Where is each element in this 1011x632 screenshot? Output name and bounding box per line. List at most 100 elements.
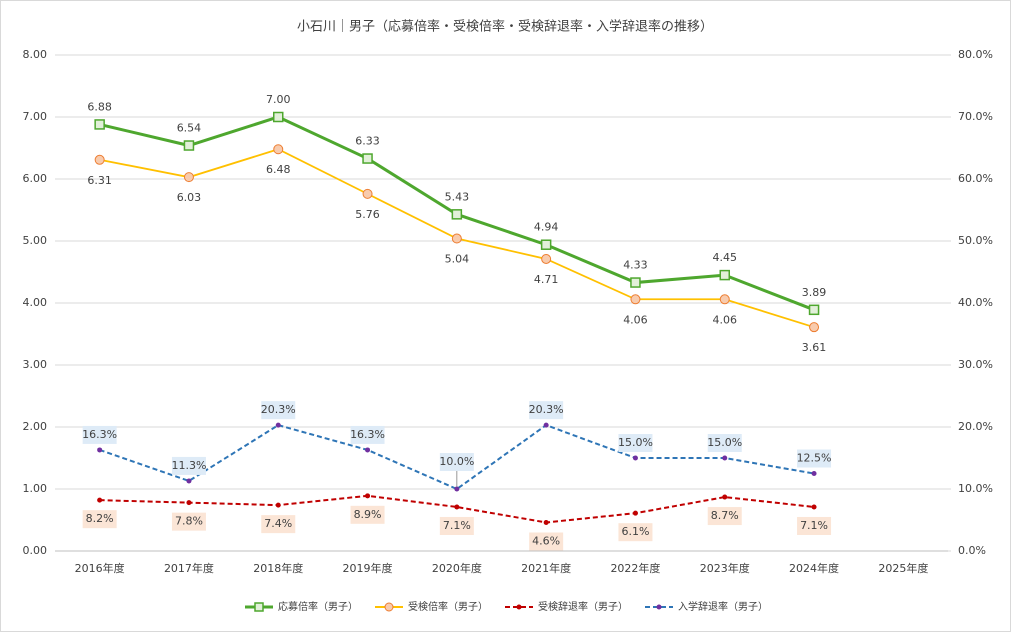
y-tick-label: 4.00	[23, 296, 48, 309]
data-label: 6.54	[177, 122, 202, 135]
data-label: 3.61	[802, 341, 827, 354]
x-tick-label: 2025年度	[878, 561, 928, 575]
x-tick-label: 2016年度	[75, 561, 125, 575]
data-point	[275, 422, 281, 428]
data-label-bg	[82, 425, 117, 444]
legend-item: 受検辞退率（男子）	[505, 600, 628, 613]
data-label: 7.4%	[264, 517, 292, 530]
legend-item: 応募倍率（男子）	[245, 600, 358, 613]
legend-marker	[516, 604, 522, 610]
y2-tick-label: 30.0%	[958, 358, 993, 371]
data-label: 4.06	[623, 313, 648, 326]
data-label: 20.3%	[261, 403, 296, 416]
data-point	[454, 504, 460, 510]
data-label-bg	[707, 434, 742, 452]
x-tick-label: 2022年度	[610, 561, 660, 575]
data-point	[454, 486, 460, 492]
y2-tick-label: 0.0%	[958, 544, 986, 557]
y-tick-label: 8.00	[23, 48, 48, 61]
data-point	[183, 140, 195, 151]
x-tick-label: 2021年度	[521, 561, 571, 575]
y-tick-label: 3.00	[23, 358, 48, 371]
y2-tick-label: 20.0%	[958, 420, 993, 433]
legend-item: 入学辞退率（男子）	[645, 600, 768, 613]
y-tick-label: 5.00	[23, 234, 48, 247]
data-label-bg	[439, 453, 474, 471]
data-label: 5.76	[355, 208, 380, 221]
data-label-bg	[618, 523, 653, 542]
data-point	[365, 447, 371, 453]
data-point	[97, 447, 103, 453]
data-point	[811, 504, 817, 510]
y2-tick-label: 10.0%	[958, 482, 993, 495]
y2-tick-label: 50.0%	[958, 234, 993, 247]
data-label-bg	[797, 516, 832, 535]
legend-label: 受検倍率（男子）	[408, 600, 488, 613]
data-point	[451, 209, 463, 220]
data-label-bg	[261, 515, 296, 534]
data-point	[275, 502, 281, 508]
y2-tick-label: 80.0%	[958, 48, 993, 61]
data-label: 4.06	[713, 313, 738, 326]
data-label: 7.1%	[800, 519, 828, 532]
data-label: 15.0%	[707, 436, 742, 449]
data-point	[719, 294, 730, 305]
data-label-bg	[797, 449, 832, 468]
data-label: 4.45	[713, 251, 738, 264]
data-point	[540, 239, 552, 250]
data-label-bg	[82, 510, 117, 529]
data-label: 16.3%	[82, 428, 117, 441]
legend-marker	[254, 602, 264, 612]
data-label-bg	[261, 401, 296, 420]
data-label-bg	[529, 401, 564, 420]
data-label-bg	[350, 505, 385, 524]
data-label: 3.89	[802, 286, 827, 299]
data-label: 7.00	[266, 93, 291, 106]
data-point	[722, 494, 728, 500]
data-label-bg	[529, 532, 564, 551]
data-label: 20.3%	[529, 403, 564, 416]
data-label: 6.48	[266, 163, 291, 176]
chart-title: 小石川｜男子（応募倍率・受検倍率・受検辞退率・入学辞退率の推移）	[297, 19, 713, 35]
data-label-bg	[171, 512, 206, 531]
data-label-bg	[171, 456, 206, 475]
legend-item: 受検倍率（男子）	[375, 600, 488, 613]
x-tick-label: 2024年度	[789, 561, 839, 575]
data-point	[273, 144, 284, 155]
data-label: 12.5%	[797, 452, 832, 465]
x-tick-label: 2017年度	[164, 561, 214, 575]
data-point	[273, 111, 284, 123]
data-label: 6.1%	[621, 525, 649, 538]
data-label: 16.3%	[350, 428, 385, 441]
data-point	[362, 153, 373, 164]
data-point	[365, 493, 371, 499]
data-label: 15.0%	[618, 436, 653, 449]
data-label: 4.6%	[532, 534, 560, 547]
data-point	[809, 322, 820, 333]
y-tick-label: 0.00	[23, 544, 48, 557]
data-label: 11.3%	[171, 459, 206, 472]
data-point	[630, 277, 641, 288]
data-label: 10.0%	[439, 455, 474, 468]
legend-marker	[384, 602, 394, 612]
series-line	[99, 424, 815, 491]
data-label: 4.94	[534, 221, 559, 234]
data-label: 8.7%	[711, 509, 739, 522]
data-point	[183, 172, 194, 183]
data-label: 4.71	[534, 273, 559, 286]
data-label: 6.03	[177, 191, 202, 204]
y2-tick-label: 70.0%	[958, 110, 993, 123]
data-point	[632, 510, 638, 516]
x-tick-label: 2023年度	[700, 561, 750, 575]
data-label: 7.8%	[175, 515, 203, 528]
data-point	[94, 154, 105, 165]
data-label: 8.9%	[354, 508, 382, 521]
data-point	[94, 119, 105, 130]
data-point	[543, 519, 549, 525]
y-tick-label: 6.00	[23, 172, 48, 185]
data-point	[630, 294, 641, 305]
legend-label: 入学辞退率（男子）	[678, 600, 768, 613]
data-label: 4.33	[623, 259, 648, 272]
data-label-bg	[707, 507, 742, 526]
